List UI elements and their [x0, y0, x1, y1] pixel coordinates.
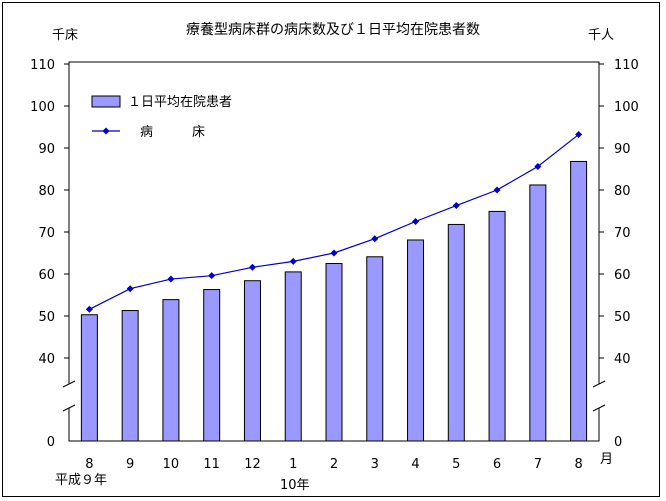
bar-4 — [243, 280, 261, 442]
x-tick-label-7: 3 — [371, 457, 379, 472]
right-tick-label-60: 60 — [614, 268, 631, 283]
line-point-8 — [412, 218, 420, 225]
chart-title: 療養型病床群の病床数及び１日平均在院患者数 — [186, 22, 480, 38]
bar-2 — [162, 299, 180, 442]
x-tick-label-12: 8 — [574, 457, 582, 472]
bar-6 — [325, 263, 343, 442]
month-unit-label: 月 — [600, 452, 614, 467]
right-axis-break-mark — [592, 380, 606, 388]
bar-5 — [284, 271, 302, 442]
legend-line-marker — [102, 127, 110, 135]
bar-8 — [407, 239, 425, 442]
bar-3 — [203, 289, 221, 442]
right-axis-unit: 千人 — [588, 28, 615, 43]
x-tick-label-2: 10 — [163, 457, 180, 472]
line-point-7 — [371, 235, 379, 243]
right-tick-label-110: 110 — [614, 58, 639, 73]
right-tick-label-80: 80 — [614, 184, 631, 199]
left-tick-label-0: 0 — [47, 435, 55, 450]
line-point-5 — [289, 257, 297, 265]
line-point-3 — [208, 272, 216, 280]
right-tick-label-100: 100 — [614, 100, 639, 115]
x-tick-label-1: 9 — [126, 457, 134, 472]
legend-bar-label: １日平均在院患者 — [128, 95, 232, 110]
x-tick-label-10: 6 — [493, 457, 501, 472]
left-tick-label-110: 110 — [30, 58, 55, 73]
x-tick-label-3: 11 — [203, 457, 220, 472]
left-tick-label-70: 70 — [38, 226, 55, 241]
left-tick-label-90: 90 — [38, 142, 55, 157]
right-axis-break-gap — [593, 384, 605, 408]
line-point-11 — [534, 162, 542, 170]
x-tick-label-8: 4 — [411, 457, 419, 472]
right-tick-label-40: 40 — [614, 352, 631, 367]
x-tick-label-11: 7 — [534, 457, 542, 472]
right-axis-break-mark — [592, 404, 606, 412]
left-tick-label-60: 60 — [38, 268, 55, 283]
x-tick-label-5: 1 — [289, 457, 297, 472]
left-tick-label-40: 40 — [38, 352, 55, 367]
legend-line-label: 病 床 — [140, 125, 205, 140]
line-point-9 — [452, 202, 460, 210]
right-tick-label-70: 70 — [614, 226, 631, 241]
year-label-heisei9: 平成９年 — [55, 473, 108, 488]
left-tick-label-80: 80 — [38, 184, 55, 199]
right-tick-label-90: 90 — [614, 142, 631, 157]
line-point-0 — [85, 305, 93, 313]
line-point-2 — [167, 275, 175, 283]
left-tick-label-100: 100 — [30, 100, 55, 115]
line-point-4 — [248, 263, 256, 271]
left-axis-break-mark — [62, 404, 76, 412]
bar-10 — [488, 210, 506, 442]
left-tick-label-50: 50 — [38, 310, 55, 325]
right-tick-label-0: 0 — [614, 435, 622, 450]
bar-11 — [529, 184, 547, 442]
x-tick-label-4: 12 — [244, 457, 261, 472]
year-label-10: 10年 — [280, 478, 310, 493]
chart-frame — [2, 2, 660, 497]
bar-7 — [366, 256, 384, 442]
bar-0 — [80, 314, 98, 442]
left-axis-unit: 千床 — [52, 28, 79, 43]
bar-12 — [570, 160, 588, 442]
line-point-10 — [493, 186, 501, 194]
legend-bar-swatch — [91, 95, 121, 108]
x-tick-label-0: 8 — [85, 457, 93, 472]
left-axis-break-mark — [62, 380, 76, 388]
line-point-1 — [126, 285, 134, 293]
line-point-6 — [330, 249, 338, 257]
x-tick-label-9: 5 — [452, 457, 460, 472]
right-tick-label-50: 50 — [614, 310, 631, 325]
bar-1 — [121, 310, 139, 442]
line-point-12 — [575, 131, 583, 139]
bar-9 — [447, 223, 465, 442]
x-tick-label-6: 2 — [330, 457, 338, 472]
left-axis-break-gap — [63, 384, 75, 408]
